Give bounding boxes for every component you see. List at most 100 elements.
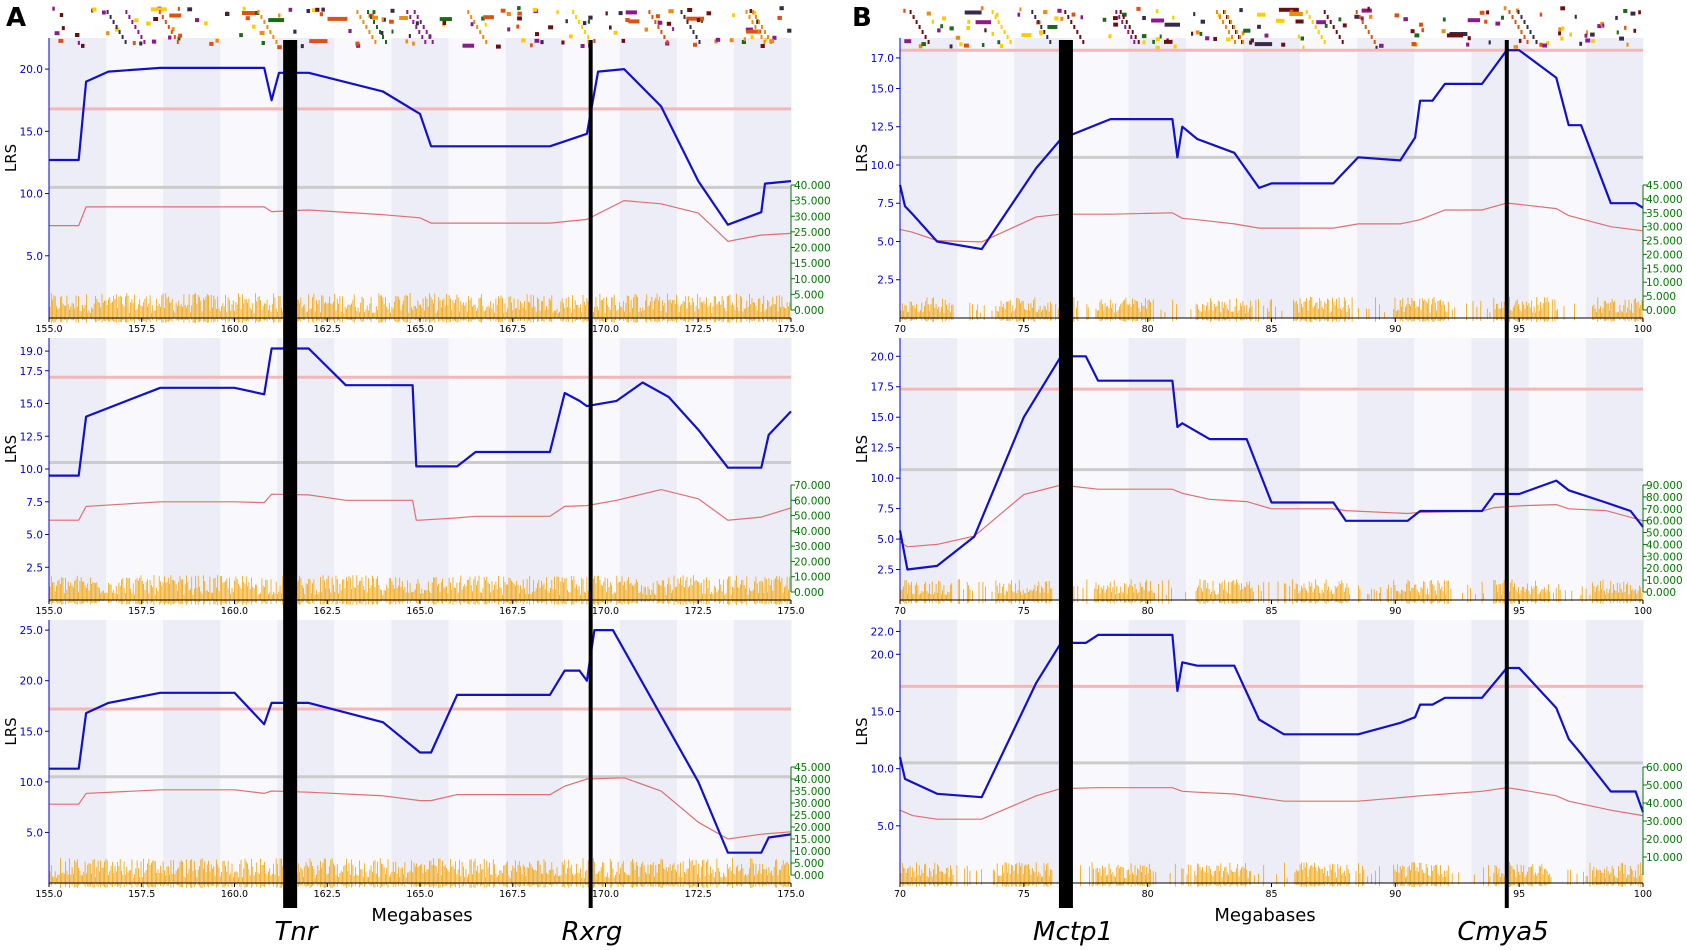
gene-step-a1-8-0: [752, 10, 754, 14]
gene-b1-4: [1518, 38, 1522, 43]
gene-step-a1-11-1: [370, 15, 372, 19]
gene-tracks: [52, 6, 1641, 50]
gene-step-b1-9-5: [1130, 35, 1133, 39]
marker-bar-a-1: [588, 40, 593, 908]
gene-a1-43: [102, 10, 106, 15]
gene-a1-61: [309, 39, 328, 44]
gene-step-b1-0-2: [1229, 20, 1231, 24]
gene-a1-47: [540, 40, 544, 45]
y2tick-label-b1-6: 30.000: [1646, 222, 1683, 234]
gene-step-a1-6-3: [134, 25, 137, 29]
gene-step-b1-4-1: [912, 15, 915, 19]
band-a3-10: [619, 620, 678, 883]
gene-step-a1-5-4: [368, 30, 371, 34]
xtick-label-a1-7: 172.5: [685, 324, 712, 335]
gene-a1-130: [195, 18, 200, 23]
lrs-line-b1: [898, 49, 1644, 251]
gene-a1-60: [390, 8, 395, 13]
gene-b1-17: [1254, 42, 1273, 47]
gene-step-a1-9-1: [748, 15, 751, 19]
gene-step-b1-6-2: [1514, 20, 1517, 24]
gene-step-b1-13-2: [997, 20, 1000, 24]
gene-b1-87: [964, 10, 982, 15]
gene-b1-70: [1057, 8, 1062, 13]
ytick-label-b3-4: 22.0: [871, 626, 894, 638]
gene-b1-3: [991, 31, 995, 36]
gene-step-a1-7-4: [170, 30, 173, 34]
gene-b1-69: [1173, 44, 1177, 49]
gene-b1-79: [984, 28, 987, 33]
band-b1-4: [1128, 38, 1187, 318]
gene-a1-94: [242, 11, 259, 15]
xtick-label-a1-5: 167.5: [499, 324, 526, 335]
gene-step-b1-7-2: [1329, 20, 1332, 24]
gene-step-a1-2-6: [424, 40, 427, 44]
gene-a1-70: [779, 6, 784, 11]
band-b1-12: [1585, 38, 1644, 318]
gene-step-a1-2-3: [415, 25, 418, 29]
gene-a1-133: [114, 27, 120, 32]
gene-step-a1-13-5: [272, 35, 275, 39]
y2tick-label-b2-0: 0.000: [1646, 587, 1676, 599]
gene-b1-38: [1113, 22, 1119, 27]
y2tick-label-b2-5: 50.000: [1646, 528, 1683, 540]
xtick-label-b2-2: 80: [1142, 606, 1154, 617]
threshold-lines: [49, 48, 1643, 779]
y2tick-label-a1-8: 40.000: [794, 180, 831, 192]
y2tick-label-a2-0: 0.000: [794, 587, 824, 599]
gene-b1-52: [1361, 8, 1372, 13]
gene-step-b1-9-2: [1121, 20, 1124, 24]
ytick-label-a3-4: 25.0: [20, 625, 43, 637]
gene-b1-86: [1579, 41, 1583, 46]
gene-step-a1-1-4: [425, 30, 428, 34]
gene-a1-111: [415, 21, 419, 26]
xtick-label-a3-8: 175.0: [777, 889, 804, 900]
gene-b1-98: [1300, 36, 1304, 41]
band-b3-12: [1585, 620, 1644, 883]
ytick-label-a1-2: 15.0: [20, 126, 43, 138]
y2tick-label-b1-2: 10.000: [1646, 277, 1683, 289]
xtick-label-b1-0: 70: [894, 324, 906, 335]
gene-a1-147: [696, 18, 701, 23]
y2tick-label-a2-7: 70.000: [794, 480, 831, 492]
xtick-label-a3-2: 160.0: [221, 889, 248, 900]
lrs-line-a2: [49, 347, 792, 477]
band-b1-1: [957, 38, 1015, 318]
gene-a1-24: [187, 7, 193, 12]
band-b3-6: [1242, 620, 1301, 883]
gene-a1-83: [315, 7, 320, 12]
gene-step-b1-8-6: [1535, 40, 1538, 44]
gene-step-b1-1-0: [1119, 10, 1122, 14]
gene-b1-34: [1019, 7, 1022, 12]
gene-step-b1-13-1: [994, 15, 997, 19]
gene-b1-72: [995, 12, 999, 17]
xtick-label-a1-6: 170.0: [592, 324, 619, 335]
gene-step-b1-5-0: [1305, 10, 1308, 14]
gene-step-a1-7-5: [173, 35, 176, 39]
gene-step-a1-4-1: [109, 15, 112, 19]
gene-a1-16: [693, 42, 697, 47]
gene-step-a1-9-4: [757, 30, 760, 34]
gene-step-b1-0-0: [1223, 10, 1225, 14]
band-a3-8: [505, 620, 564, 883]
gene-b1-97: [1546, 41, 1550, 45]
gene-a1-6: [288, 7, 293, 12]
xtick-label-a1-0: 155.0: [35, 324, 62, 335]
band-a2-7: [448, 338, 507, 600]
lrs-line-b3: [898, 633, 1645, 813]
gene-b1-22: [1513, 45, 1518, 50]
gene-a1-149: [442, 21, 447, 25]
gene-a1-72: [177, 36, 181, 41]
gene-b1-77: [1630, 11, 1636, 16]
gene-b1-142: [1539, 42, 1543, 47]
ytick-label-b3-1: 10.0: [871, 764, 894, 776]
gene-step-a1-13-2: [263, 20, 266, 24]
gene-step-a1-13-3: [266, 25, 269, 29]
gene-step-b1-10-3: [1073, 25, 1076, 29]
xtick-label-a2-8: 175.0: [777, 606, 804, 617]
gene-b1-56: [1503, 6, 1507, 11]
y2tick-label-a3-7: 35.000: [794, 786, 831, 798]
gene-b1-103: [1155, 9, 1159, 14]
gene-b1-35: [1193, 12, 1196, 17]
gene-b1-2: [1560, 6, 1566, 11]
